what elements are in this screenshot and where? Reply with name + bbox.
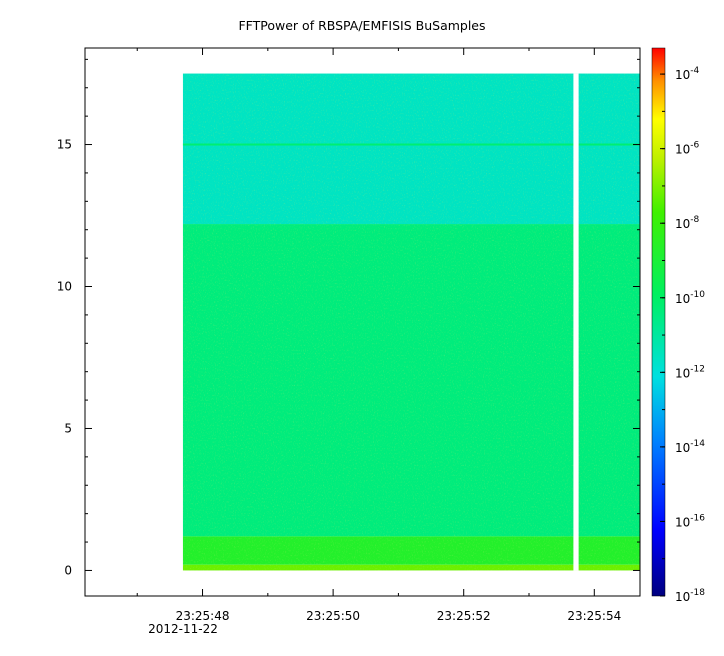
spectrum-band-texture-0	[182, 73, 641, 225]
colorbar-tick-label: 10-18	[675, 588, 705, 604]
x-date-label: 2012-11-22	[148, 622, 218, 636]
y-tick-label: 10	[57, 280, 72, 294]
y-tick-label: 0	[64, 563, 72, 577]
colorbar-tick-label: 10-6	[675, 141, 700, 157]
spectrum-band-texture-2	[182, 536, 641, 565]
x-tick-label: 23:25:50	[306, 609, 360, 623]
colorbar-axis: 10-4 10-6 10-8 10-10 10-12 10-14 10-16 10-18	[660, 66, 705, 604]
y-tick-label: 15	[57, 138, 72, 152]
spectrum-band-texture-3	[182, 564, 641, 571]
colorbar-tick-label: 10-8	[675, 215, 700, 231]
chart-title: FFTPower of RBSPA/EMFISIS BuSamples	[238, 18, 485, 33]
colorbar-tick-label: 10-12	[675, 364, 705, 380]
y-tick-label: 5	[64, 421, 72, 435]
plot-frame	[84, 47, 641, 597]
axes: 0 5 10 15 23:25:48 23:25:50 23:25:52 23:25:54	[57, 48, 640, 623]
colorbar-tick-label: 10-16	[675, 513, 705, 529]
colorbar	[651, 47, 666, 597]
x-tick-label: 23:25:48	[176, 609, 230, 623]
colorbar-tick-label: 10-4	[675, 66, 700, 82]
x-tick-label: 23:25:52	[437, 609, 491, 623]
x-tick-label: 23:25:54	[567, 609, 621, 623]
colorbar-tick-label: 10-14	[675, 439, 705, 455]
plot-area	[182, 73, 641, 571]
spectral-line-feature	[182, 143, 641, 146]
colorbar-tick-label: 10-10	[675, 290, 705, 306]
data-gap	[573, 73, 579, 571]
spectrum-band-texture-1	[182, 224, 641, 537]
